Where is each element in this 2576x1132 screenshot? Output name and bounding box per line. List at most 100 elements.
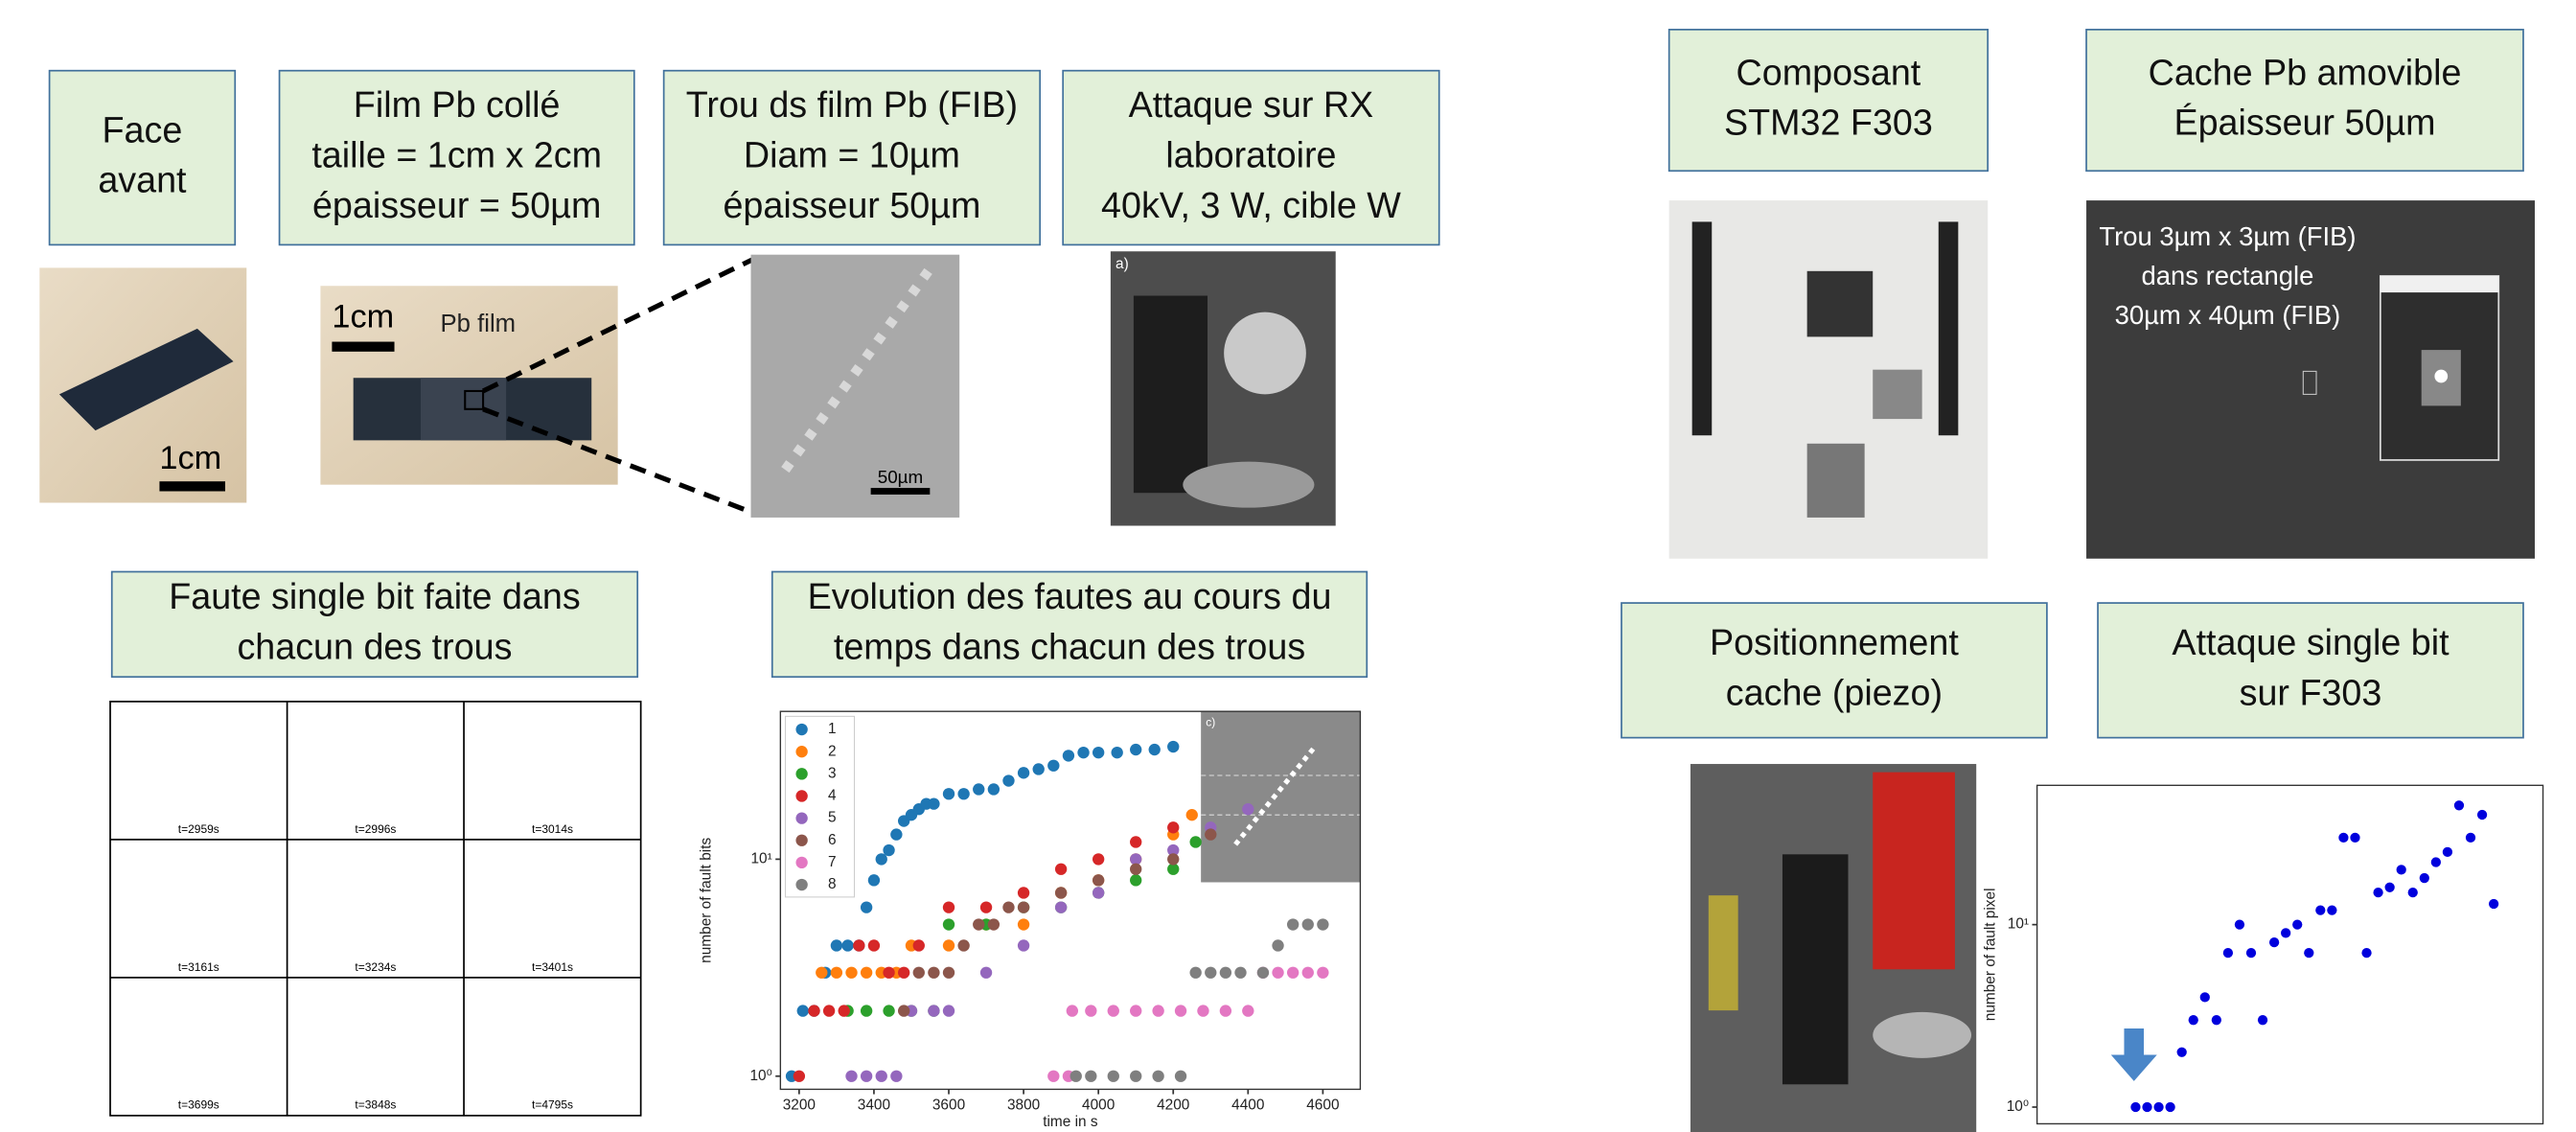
point: [1047, 760, 1059, 772]
legend: [785, 716, 854, 897]
point: [973, 918, 984, 930]
point: [883, 967, 894, 979]
text-box: [2086, 30, 2523, 171]
point: [2338, 833, 2348, 843]
point: [1152, 1071, 1163, 1082]
point: [2408, 888, 2418, 897]
legend-marker: [795, 835, 807, 846]
point: [1167, 853, 1179, 865]
point: [2281, 928, 2290, 937]
box-text: épaisseur = 50µm: [312, 185, 601, 225]
point: [1018, 901, 1029, 913]
point: [980, 901, 992, 913]
frame-label: t=4795s: [532, 1098, 573, 1112]
cache-image: [2086, 200, 2535, 559]
photo-label: a): [1116, 256, 1129, 272]
point: [1130, 836, 1141, 847]
point: [868, 874, 880, 886]
legend-label: 7: [828, 854, 837, 870]
point: [1112, 747, 1123, 758]
box-text: Cache Pb amovible: [2149, 52, 2462, 92]
point: [1092, 853, 1104, 865]
box-text: épaisseur 50µm: [723, 185, 980, 225]
point: [913, 967, 925, 979]
point: [943, 918, 954, 930]
box-text: Diam = 10µm: [744, 135, 960, 175]
scale-label: 1cm: [159, 440, 221, 476]
box-text: Evolution des fautes au cours du: [808, 576, 1332, 616]
point: [1070, 1071, 1082, 1082]
y-tick-label: 10⁰: [2007, 1098, 2029, 1115]
point: [2466, 833, 2475, 843]
point: [1077, 747, 1089, 758]
point: [1067, 1005, 1078, 1016]
box-text: STM32 F303: [1724, 103, 1933, 143]
point: [2361, 948, 2371, 958]
point: [797, 1005, 809, 1016]
point: [1055, 864, 1067, 875]
point: [831, 939, 842, 951]
box-text: temps dans chacun des trous: [834, 626, 1305, 666]
page: { "boxes": [ {"lines": ["Face", "avant"]…: [0, 0, 2576, 1132]
point: [1002, 774, 1014, 786]
point: [2130, 1102, 2140, 1112]
point: [1205, 828, 1216, 840]
y-axis-label: number of fault bits: [698, 838, 714, 963]
point: [1234, 967, 1246, 979]
point: [1272, 939, 1283, 951]
point: [839, 1005, 850, 1016]
legend-label: 4: [828, 788, 837, 804]
chart: 10⁰10¹number of fault pixel: [1983, 785, 2543, 1123]
point: [1197, 1005, 1208, 1016]
point: [861, 1071, 872, 1082]
point: [1149, 744, 1161, 755]
point: [2454, 800, 2464, 810]
x-tick-label: 3400: [858, 1097, 890, 1114]
arrow: [2111, 1028, 2157, 1081]
box-text: 40kV, 3 W, cible W: [1101, 185, 1401, 225]
frame-label: t=2959s: [178, 822, 219, 836]
y-axis-label: number of fault pixel: [1983, 889, 1999, 1022]
point: [943, 1005, 954, 1016]
point: [2350, 833, 2359, 843]
point: [1167, 741, 1179, 752]
point: [2420, 873, 2429, 883]
point: [2315, 905, 2325, 914]
point: [1063, 750, 1074, 761]
box-text: Faute single bit faite dans: [169, 576, 581, 616]
inset-label: c): [1206, 715, 1215, 728]
point: [1130, 1071, 1141, 1082]
point: [1242, 1005, 1254, 1016]
box-text: laboratoire: [1165, 135, 1336, 175]
point: [1189, 967, 1201, 979]
x-tick-label: 4000: [1082, 1097, 1115, 1114]
point: [1186, 809, 1198, 820]
scale-label: 50µm: [878, 467, 924, 487]
text-box: [1669, 30, 1989, 171]
point: [861, 967, 872, 979]
point: [2258, 1015, 2267, 1025]
x-axis-label: time in s: [1043, 1114, 1098, 1130]
point: [1175, 1071, 1186, 1082]
box-text: Face: [103, 109, 183, 150]
box-text: Composant: [1736, 52, 1921, 92]
point: [1130, 874, 1141, 886]
point: [1220, 1005, 1231, 1016]
point: [1130, 1005, 1141, 1016]
point: [1220, 967, 1231, 979]
point: [841, 939, 853, 951]
point: [1302, 967, 1314, 979]
legend-marker: [795, 724, 807, 735]
point: [957, 788, 969, 799]
box-text: avant: [98, 160, 187, 200]
point: [898, 1005, 909, 1016]
point: [1205, 967, 1216, 979]
point: [1018, 887, 1029, 898]
point: [1242, 803, 1254, 815]
point: [845, 1071, 857, 1082]
point: [1167, 821, 1179, 833]
stm-board-photo: [1669, 200, 1989, 559]
x-tick-label: 4400: [1231, 1097, 1264, 1114]
point: [2373, 888, 2382, 897]
point: [1317, 918, 1328, 930]
